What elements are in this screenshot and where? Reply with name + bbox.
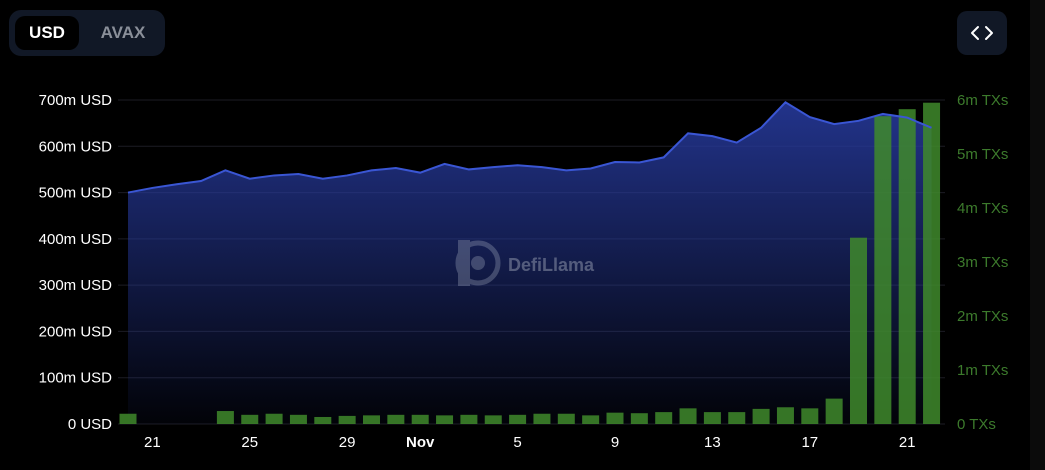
- left-axis-tick-label: 700m USD: [39, 92, 113, 109]
- llama-logo-icon: [455, 240, 501, 286]
- tvl-line: [127, 101, 932, 194]
- right-axis-tick-label: 6m TXs: [957, 92, 1008, 109]
- x-axis-tick-label: 9: [611, 434, 619, 451]
- tx-bar: [898, 109, 916, 425]
- left-axis-tick-label: 500m USD: [39, 185, 113, 202]
- tx-bar: [509, 414, 527, 424]
- defillama-watermark: [455, 240, 501, 286]
- tx-bar: [630, 413, 648, 424]
- tx-bar: [728, 412, 746, 424]
- x-axis-tick-label: 29: [339, 434, 356, 451]
- left-axis-tick-label: 100m USD: [39, 370, 113, 387]
- tx-bar: [850, 237, 867, 424]
- tx-bar: [582, 415, 600, 424]
- tx-bar: [703, 412, 721, 424]
- tx-bar: [923, 102, 941, 424]
- tx-bar: [411, 414, 429, 424]
- scrollbar-track[interactable]: [1030, 0, 1045, 470]
- embed-button[interactable]: [957, 11, 1007, 55]
- tvl-area-fill: [128, 102, 932, 425]
- tx-bar: [752, 408, 770, 424]
- tx-bar: [874, 116, 892, 424]
- tx-bar: [363, 415, 380, 424]
- code-brackets-icon: [971, 26, 993, 40]
- x-axis-tick-label: 25: [241, 434, 258, 451]
- tx-bar: [119, 413, 137, 424]
- tx-bar: [387, 414, 405, 424]
- x-axis-tick-label: 17: [801, 434, 818, 451]
- tx-bar: [460, 414, 478, 424]
- left-axis-tick-label: 400m USD: [39, 231, 113, 248]
- tx-bar: [265, 413, 283, 424]
- currency-toggle: USD AVAX: [9, 10, 165, 56]
- tx-bar: [776, 407, 794, 424]
- x-axis-tick-label: 21: [899, 434, 916, 451]
- tx-bar: [801, 408, 819, 424]
- x-axis-tick-label: Nov: [406, 434, 435, 451]
- left-axis-tick-label: 200m USD: [39, 323, 113, 340]
- tx-bar: [606, 412, 624, 424]
- usd-toggle-button[interactable]: USD: [15, 16, 79, 50]
- tx-bar: [314, 416, 332, 424]
- tx-bar: [825, 398, 843, 424]
- tx-bar: [289, 414, 307, 424]
- tx-bar: [679, 408, 697, 424]
- left-axis-tick-label: 0 USD: [68, 416, 112, 433]
- x-axis-tick-label: 13: [704, 434, 721, 451]
- tx-bar: [655, 412, 673, 424]
- tx-bar: [216, 411, 234, 424]
- avax-toggle-button[interactable]: AVAX: [100, 23, 146, 42]
- tx-bar: [241, 414, 259, 424]
- right-axis-tick-label: 2m TXs: [957, 308, 1008, 325]
- right-axis-tick-label: 0 TXs: [957, 416, 996, 433]
- tx-bar: [533, 413, 551, 424]
- right-axis-tick-label: 3m TXs: [957, 254, 1008, 271]
- tx-bar: [557, 413, 575, 424]
- x-axis-tick-label: 5: [513, 434, 521, 451]
- tx-bar: [436, 415, 454, 424]
- tx-bar: [338, 415, 356, 424]
- tx-bar: [484, 415, 502, 424]
- left-axis-tick-label: 600m USD: [39, 138, 113, 155]
- left-axis-tick-label: 300m USD: [39, 277, 113, 294]
- right-axis-tick-label: 5m TXs: [957, 146, 1008, 163]
- watermark-text: DefiLlama: [508, 255, 595, 275]
- x-axis-tick-label: 21: [144, 434, 161, 451]
- right-axis-tick-label: 1m TXs: [957, 362, 1008, 379]
- right-axis-tick-label: 4m TXs: [957, 200, 1008, 217]
